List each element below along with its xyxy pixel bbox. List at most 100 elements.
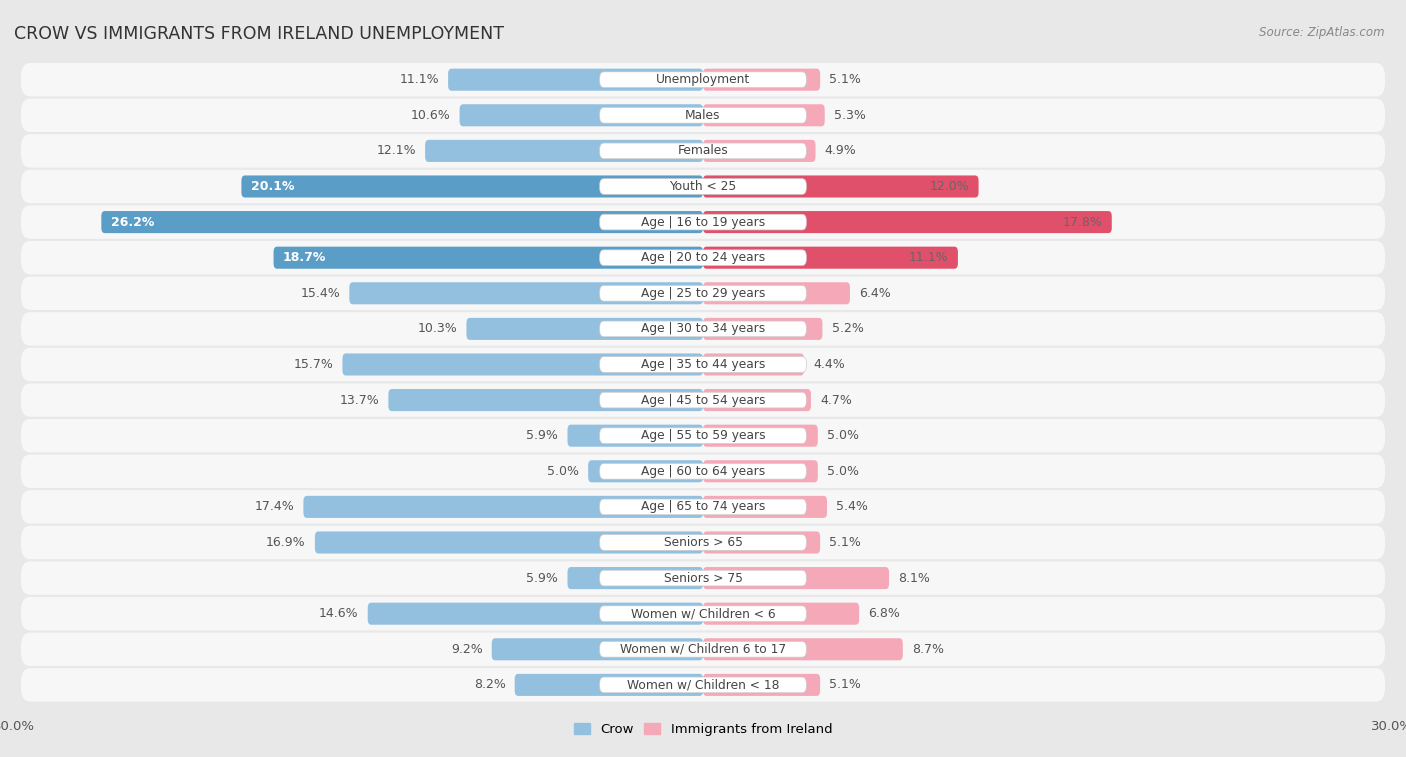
Legend: Crow, Immigrants from Ireland: Crow, Immigrants from Ireland [568, 718, 838, 741]
FancyBboxPatch shape [21, 597, 1385, 631]
Text: 12.1%: 12.1% [377, 145, 416, 157]
FancyBboxPatch shape [599, 179, 807, 195]
FancyBboxPatch shape [599, 499, 807, 515]
Text: 5.2%: 5.2% [831, 322, 863, 335]
Text: 15.7%: 15.7% [294, 358, 333, 371]
FancyBboxPatch shape [425, 140, 703, 162]
FancyBboxPatch shape [21, 383, 1385, 417]
Text: 20.1%: 20.1% [250, 180, 294, 193]
FancyBboxPatch shape [599, 570, 807, 586]
Text: 5.0%: 5.0% [827, 465, 859, 478]
Text: Males: Males [685, 109, 721, 122]
FancyBboxPatch shape [703, 211, 1112, 233]
FancyBboxPatch shape [588, 460, 703, 482]
Text: 4.4%: 4.4% [813, 358, 845, 371]
FancyBboxPatch shape [21, 419, 1385, 453]
FancyBboxPatch shape [21, 526, 1385, 559]
FancyBboxPatch shape [599, 250, 807, 266]
FancyBboxPatch shape [21, 490, 1385, 524]
Text: 4.9%: 4.9% [825, 145, 856, 157]
FancyBboxPatch shape [599, 641, 807, 657]
FancyBboxPatch shape [703, 389, 811, 411]
FancyBboxPatch shape [703, 638, 903, 660]
FancyBboxPatch shape [274, 247, 703, 269]
FancyBboxPatch shape [21, 454, 1385, 488]
Text: 5.1%: 5.1% [830, 73, 862, 86]
FancyBboxPatch shape [21, 241, 1385, 275]
Text: CROW VS IMMIGRANTS FROM IRELAND UNEMPLOYMENT: CROW VS IMMIGRANTS FROM IRELAND UNEMPLOY… [14, 25, 505, 43]
FancyBboxPatch shape [21, 312, 1385, 346]
Text: 9.2%: 9.2% [451, 643, 482, 656]
FancyBboxPatch shape [21, 170, 1385, 203]
FancyBboxPatch shape [703, 140, 815, 162]
FancyBboxPatch shape [703, 460, 818, 482]
Text: 10.3%: 10.3% [418, 322, 457, 335]
FancyBboxPatch shape [21, 633, 1385, 666]
Text: Age | 20 to 24 years: Age | 20 to 24 years [641, 251, 765, 264]
FancyBboxPatch shape [315, 531, 703, 553]
FancyBboxPatch shape [460, 104, 703, 126]
FancyBboxPatch shape [388, 389, 703, 411]
FancyBboxPatch shape [568, 425, 703, 447]
Text: 26.2%: 26.2% [111, 216, 153, 229]
Text: Women w/ Children < 6: Women w/ Children < 6 [631, 607, 775, 620]
FancyBboxPatch shape [599, 357, 807, 372]
FancyBboxPatch shape [21, 276, 1385, 310]
Text: Age | 30 to 34 years: Age | 30 to 34 years [641, 322, 765, 335]
FancyBboxPatch shape [599, 214, 807, 230]
FancyBboxPatch shape [703, 69, 820, 91]
FancyBboxPatch shape [21, 668, 1385, 702]
Text: Youth < 25: Youth < 25 [669, 180, 737, 193]
Text: Women w/ Children 6 to 17: Women w/ Children 6 to 17 [620, 643, 786, 656]
Text: 5.1%: 5.1% [830, 678, 862, 691]
Text: Age | 45 to 54 years: Age | 45 to 54 years [641, 394, 765, 407]
Text: 11.1%: 11.1% [399, 73, 439, 86]
Text: Age | 55 to 59 years: Age | 55 to 59 years [641, 429, 765, 442]
Text: Age | 16 to 19 years: Age | 16 to 19 years [641, 216, 765, 229]
Text: 6.4%: 6.4% [859, 287, 891, 300]
Text: 13.7%: 13.7% [339, 394, 380, 407]
Text: 5.9%: 5.9% [526, 572, 558, 584]
FancyBboxPatch shape [304, 496, 703, 518]
Text: 5.0%: 5.0% [547, 465, 579, 478]
FancyBboxPatch shape [703, 425, 818, 447]
FancyBboxPatch shape [703, 674, 820, 696]
Text: 8.7%: 8.7% [912, 643, 943, 656]
Text: 16.9%: 16.9% [266, 536, 305, 549]
Text: 5.9%: 5.9% [526, 429, 558, 442]
FancyBboxPatch shape [467, 318, 703, 340]
FancyBboxPatch shape [703, 318, 823, 340]
FancyBboxPatch shape [703, 247, 957, 269]
FancyBboxPatch shape [21, 205, 1385, 238]
Text: Age | 65 to 74 years: Age | 65 to 74 years [641, 500, 765, 513]
Text: Seniors > 65: Seniors > 65 [664, 536, 742, 549]
Text: Females: Females [678, 145, 728, 157]
FancyBboxPatch shape [242, 176, 703, 198]
Text: 10.6%: 10.6% [411, 109, 450, 122]
FancyBboxPatch shape [703, 282, 851, 304]
Text: 5.0%: 5.0% [827, 429, 859, 442]
Text: 14.6%: 14.6% [319, 607, 359, 620]
FancyBboxPatch shape [599, 428, 807, 444]
Text: 8.2%: 8.2% [474, 678, 506, 691]
FancyBboxPatch shape [349, 282, 703, 304]
FancyBboxPatch shape [599, 534, 807, 550]
FancyBboxPatch shape [703, 496, 827, 518]
Text: Women w/ Children < 18: Women w/ Children < 18 [627, 678, 779, 691]
Text: Age | 35 to 44 years: Age | 35 to 44 years [641, 358, 765, 371]
FancyBboxPatch shape [703, 104, 825, 126]
FancyBboxPatch shape [21, 347, 1385, 382]
FancyBboxPatch shape [21, 63, 1385, 96]
FancyBboxPatch shape [21, 562, 1385, 595]
FancyBboxPatch shape [21, 134, 1385, 167]
FancyBboxPatch shape [599, 72, 807, 88]
Text: 5.3%: 5.3% [834, 109, 866, 122]
FancyBboxPatch shape [449, 69, 703, 91]
Text: 17.4%: 17.4% [254, 500, 294, 513]
Text: 5.4%: 5.4% [837, 500, 868, 513]
FancyBboxPatch shape [599, 107, 807, 123]
FancyBboxPatch shape [599, 285, 807, 301]
Text: Source: ZipAtlas.com: Source: ZipAtlas.com [1260, 26, 1385, 39]
FancyBboxPatch shape [599, 463, 807, 479]
Text: 12.0%: 12.0% [929, 180, 969, 193]
